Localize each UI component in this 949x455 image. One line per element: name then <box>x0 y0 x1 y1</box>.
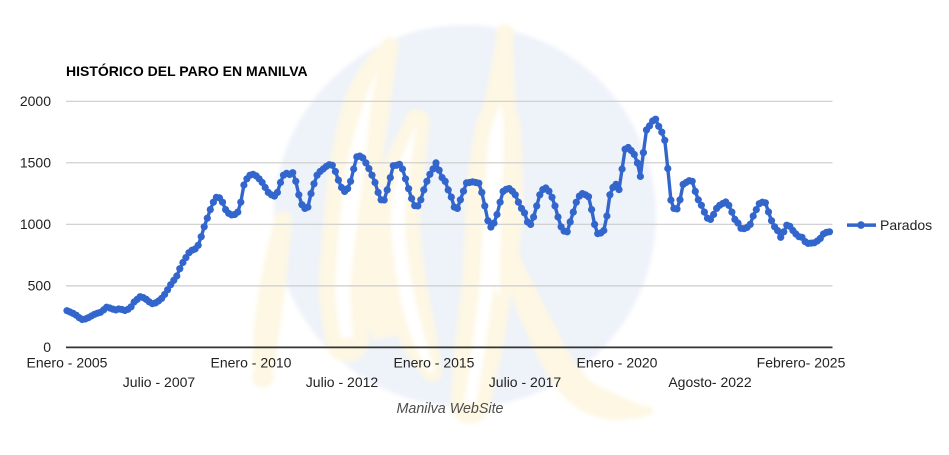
svg-text:Julio - 2012: Julio - 2012 <box>306 374 379 390</box>
svg-text:Julio - 2017: Julio - 2017 <box>489 374 562 390</box>
svg-text:Enero - 2020: Enero - 2020 <box>577 355 658 371</box>
svg-text:Enero - 2015: Enero - 2015 <box>394 355 475 371</box>
svg-text:Agosto- 2022: Agosto- 2022 <box>668 374 751 390</box>
svg-text:1000: 1000 <box>20 216 51 232</box>
svg-text:Enero - 2010: Enero - 2010 <box>211 355 292 371</box>
svg-text:Parados: Parados <box>880 217 932 233</box>
svg-text:0: 0 <box>43 339 51 355</box>
svg-text:Febrero- 2025: Febrero- 2025 <box>757 355 846 371</box>
svg-text:2000: 2000 <box>20 93 51 109</box>
svg-text:HISTÓRICO DEL PARO EN MANILVA: HISTÓRICO DEL PARO EN MANILVA <box>66 62 308 79</box>
svg-text:Enero - 2005: Enero - 2005 <box>27 355 108 371</box>
svg-text:1500: 1500 <box>20 154 51 170</box>
svg-text:500: 500 <box>28 277 52 293</box>
svg-text:Manilva WebSite: Manilva WebSite <box>396 401 503 417</box>
svg-text:Julio - 2007: Julio - 2007 <box>123 374 196 390</box>
